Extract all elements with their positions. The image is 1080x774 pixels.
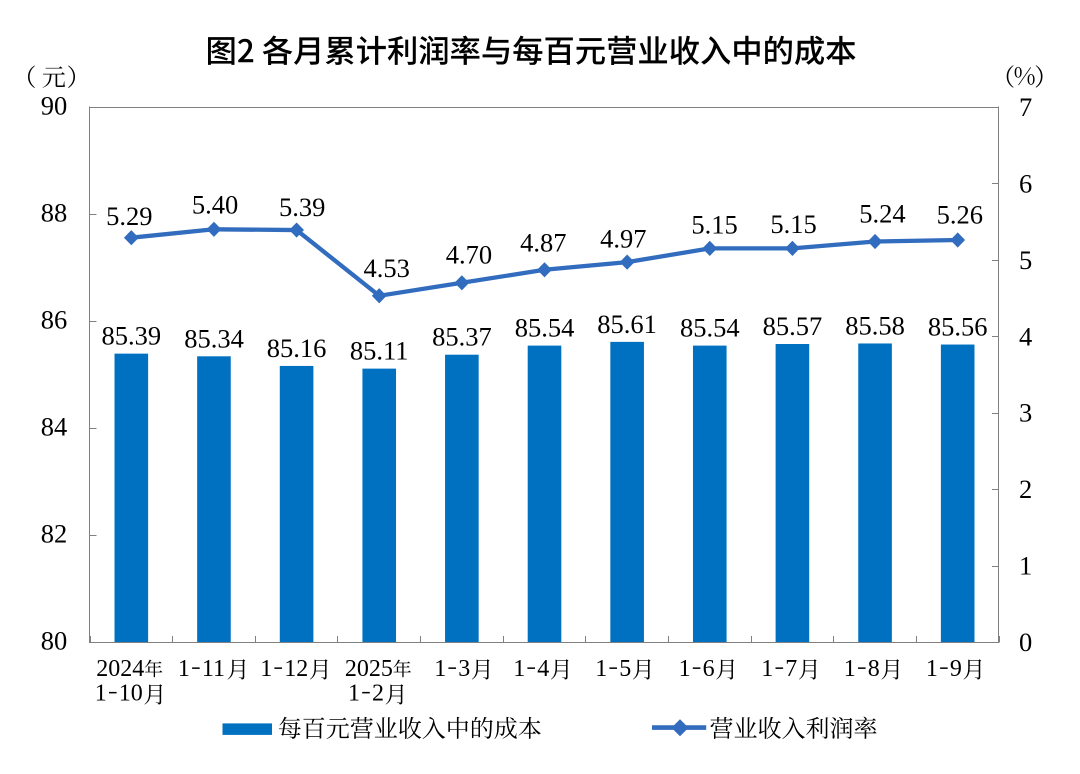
svg-text:85.54: 85.54 xyxy=(680,313,740,343)
svg-text:4.53: 4.53 xyxy=(364,253,410,283)
svg-text:82: 82 xyxy=(41,519,68,549)
svg-text:2: 2 xyxy=(1019,474,1032,504)
svg-text:85.16: 85.16 xyxy=(267,333,327,363)
svg-text:4: 4 xyxy=(1019,321,1032,351)
svg-text:1: 1 xyxy=(434,656,446,682)
svg-text:1: 1 xyxy=(595,656,607,682)
svg-text:2: 2 xyxy=(372,681,384,707)
svg-text:85.11: 85.11 xyxy=(350,336,409,366)
svg-text:5.40: 5.40 xyxy=(192,190,238,220)
svg-text:7: 7 xyxy=(1019,92,1032,122)
svg-text:5.15: 5.15 xyxy=(770,209,816,239)
svg-text:85.61: 85.61 xyxy=(597,309,657,339)
svg-text:5.39: 5.39 xyxy=(279,192,325,222)
svg-text:1: 1 xyxy=(761,656,773,682)
svg-text:6: 6 xyxy=(703,656,715,682)
svg-text:5: 5 xyxy=(1019,245,1032,275)
svg-text:88: 88 xyxy=(41,198,68,228)
svg-text:1: 1 xyxy=(260,656,272,682)
svg-text:5.29: 5.29 xyxy=(106,201,152,231)
svg-text:5.26: 5.26 xyxy=(937,199,983,229)
svg-text:4.70: 4.70 xyxy=(446,239,492,269)
svg-text:5: 5 xyxy=(619,656,631,682)
svg-text:12: 12 xyxy=(284,656,308,682)
svg-text:8: 8 xyxy=(868,656,880,682)
svg-text:5.15: 5.15 xyxy=(691,210,737,240)
svg-text:85.34: 85.34 xyxy=(184,323,244,353)
svg-text:5.24: 5.24 xyxy=(859,199,905,229)
svg-text:0: 0 xyxy=(1019,627,1032,657)
svg-text:3: 3 xyxy=(458,656,470,682)
svg-text:80: 80 xyxy=(41,626,68,656)
svg-text:4.87: 4.87 xyxy=(520,228,566,258)
svg-text:6: 6 xyxy=(1019,168,1032,198)
svg-text:85.56: 85.56 xyxy=(928,312,988,342)
svg-text:85.37: 85.37 xyxy=(432,322,492,352)
svg-text:1: 1 xyxy=(348,681,360,707)
svg-text:2024: 2024 xyxy=(96,656,144,682)
svg-text:1: 1 xyxy=(513,656,525,682)
svg-text:4.97: 4.97 xyxy=(600,223,646,253)
svg-text:1: 1 xyxy=(679,656,691,682)
svg-text:84: 84 xyxy=(41,412,68,442)
svg-text:7: 7 xyxy=(785,656,797,682)
svg-text:11: 11 xyxy=(202,656,225,682)
svg-text:85.54: 85.54 xyxy=(515,313,575,343)
svg-text:1: 1 xyxy=(1019,551,1032,581)
svg-text:85.39: 85.39 xyxy=(101,321,161,351)
svg-text:1: 1 xyxy=(95,681,107,707)
svg-text:86: 86 xyxy=(41,305,68,335)
svg-text:2025: 2025 xyxy=(345,656,393,682)
svg-text:85.57: 85.57 xyxy=(763,311,823,341)
svg-text:90: 90 xyxy=(41,91,68,121)
svg-text:4: 4 xyxy=(537,656,549,682)
svg-text:3: 3 xyxy=(1019,398,1032,428)
svg-text:10: 10 xyxy=(119,681,143,707)
svg-text:1: 1 xyxy=(926,656,938,682)
svg-text:1: 1 xyxy=(844,656,856,682)
svg-text:85.58: 85.58 xyxy=(845,311,905,341)
svg-text:9: 9 xyxy=(950,656,962,682)
svg-text:1: 1 xyxy=(178,656,190,682)
